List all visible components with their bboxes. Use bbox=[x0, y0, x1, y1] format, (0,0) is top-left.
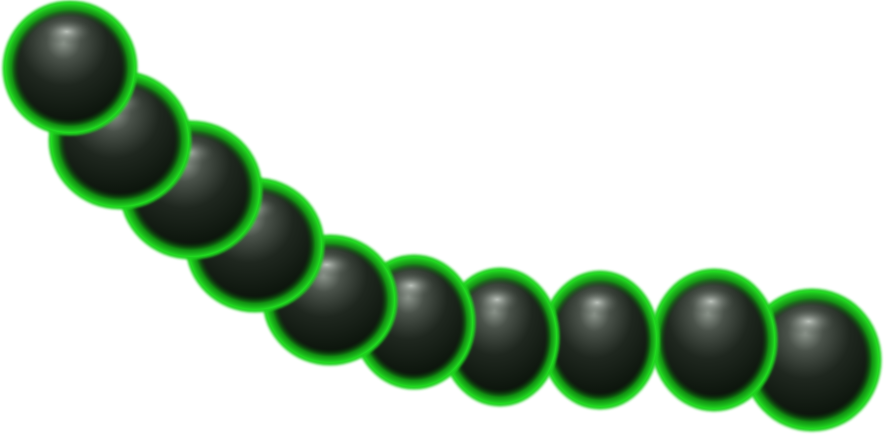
sphere-rim bbox=[543, 273, 657, 407]
sphere bbox=[650, 268, 778, 412]
sphere-rim bbox=[5, 3, 135, 133]
sphere bbox=[2, 0, 138, 136]
sphere-rim bbox=[745, 291, 879, 429]
sphere-highlight bbox=[388, 272, 434, 299]
sphere bbox=[540, 270, 660, 410]
sphere-highlight bbox=[41, 18, 92, 45]
sphere bbox=[742, 288, 882, 432]
sphere-rim bbox=[653, 271, 775, 409]
sphere-highlight bbox=[687, 287, 735, 316]
sphere-highlight bbox=[475, 286, 520, 314]
sphere-highlight bbox=[782, 307, 835, 336]
sphere-highlight bbox=[575, 289, 620, 317]
